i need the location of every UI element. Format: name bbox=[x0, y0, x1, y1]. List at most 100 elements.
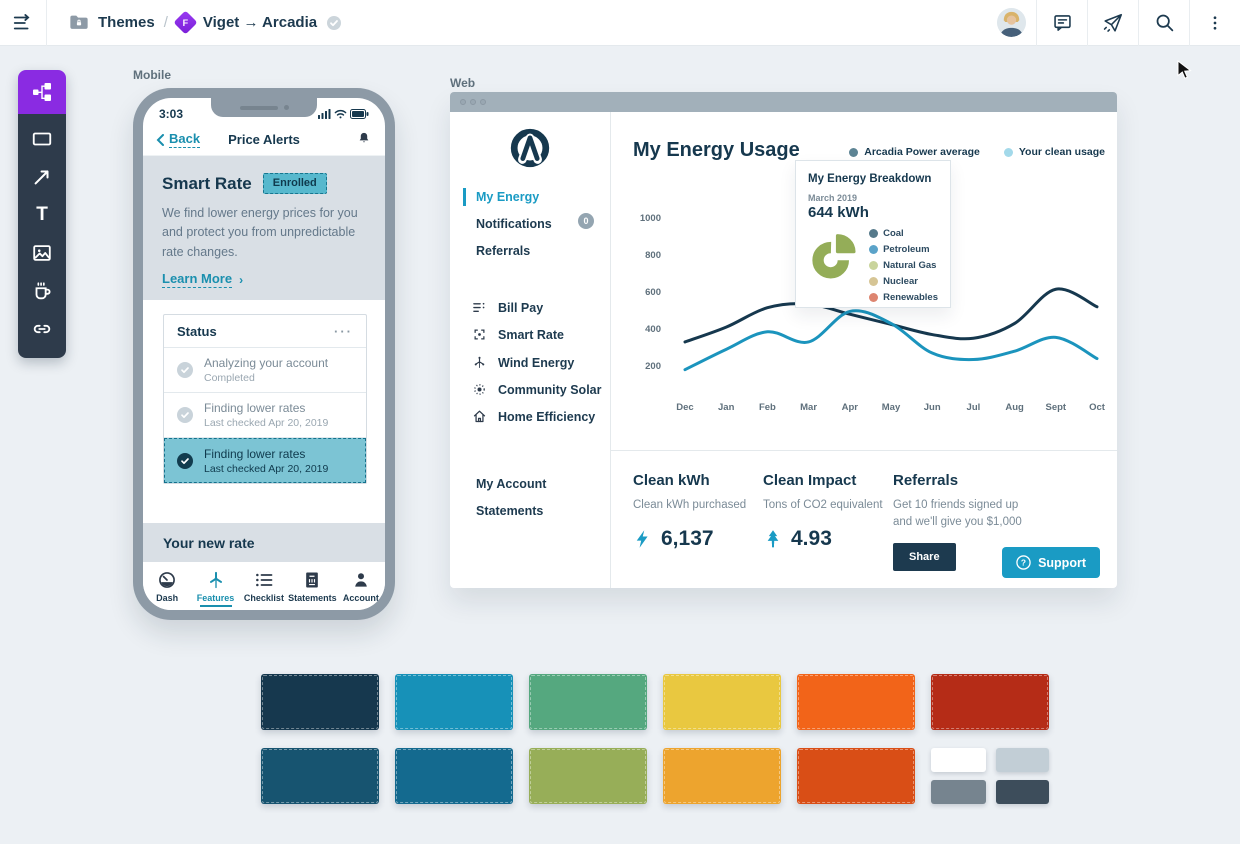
legend-dot bbox=[869, 229, 879, 238]
svg-text:200: 200 bbox=[645, 361, 661, 372]
stat-value: 6,137 bbox=[661, 527, 714, 551]
statement-doc-icon bbox=[306, 572, 319, 587]
share-button[interactable]: Share bbox=[893, 542, 956, 571]
node-connect-icon bbox=[33, 83, 51, 101]
tab-features[interactable]: Features bbox=[191, 562, 239, 610]
new-rate-label: Your new rate bbox=[163, 534, 255, 551]
color-swatch[interactable] bbox=[395, 748, 513, 804]
color-swatch[interactable] bbox=[797, 748, 915, 804]
breadcrumb-themes-link[interactable]: Themes bbox=[98, 14, 155, 31]
tab-account[interactable]: Account bbox=[337, 562, 385, 610]
enrolled-badge[interactable]: Enrolled bbox=[262, 173, 327, 194]
color-swatch[interactable] bbox=[529, 748, 647, 804]
color-swatch[interactable] bbox=[797, 674, 915, 730]
sidebar-item-notifications[interactable]: Notifications bbox=[476, 217, 552, 231]
share-send-button[interactable] bbox=[1088, 0, 1138, 46]
arrow-tool[interactable] bbox=[18, 158, 66, 196]
support-button[interactable]: ? Support bbox=[1002, 547, 1100, 578]
mobile-tabbar: Dash Features Checklist Statements bbox=[143, 562, 385, 610]
color-swatch[interactable] bbox=[395, 674, 513, 730]
search-button[interactable] bbox=[1139, 0, 1189, 46]
tab-statements[interactable]: Statements bbox=[288, 562, 337, 610]
stat-clean-kwh: Clean kWh Clean kWh purchased 6,137 bbox=[633, 451, 746, 551]
stat-value: 4.93 bbox=[791, 527, 832, 551]
notifications-badge: 0 bbox=[578, 213, 594, 229]
color-swatch[interactable] bbox=[663, 674, 781, 730]
arcadia-logo bbox=[507, 125, 553, 176]
rectangle-tool[interactable] bbox=[18, 120, 66, 158]
sidebar-item-community-solar[interactable]: Community Solar bbox=[498, 383, 602, 397]
avatar-button[interactable] bbox=[986, 0, 1036, 46]
breakdown-legend-item: Petroleum bbox=[869, 244, 938, 255]
comments-button[interactable] bbox=[1037, 0, 1087, 46]
color-swatch[interactable] bbox=[261, 674, 379, 730]
divider bbox=[46, 0, 47, 46]
back-button[interactable]: Back bbox=[156, 131, 201, 148]
color-swatch[interactable] bbox=[996, 780, 1049, 804]
status-item-subtitle: Last checked Apr 20, 2019 bbox=[204, 462, 329, 475]
status-card-title: Status bbox=[177, 323, 217, 339]
web-mockup[interactable]: My Energy Notifications 0 Referrals Bill… bbox=[450, 92, 1117, 588]
energy-usage-line-chart[interactable]: 200 400 600 800 1000 Dec Jan Feb Mar Apr May Jun Jul… bbox=[621, 208, 1117, 428]
bolt-icon bbox=[636, 530, 648, 548]
breadcrumb-project-name[interactable]: Viget → Arcadia bbox=[202, 14, 318, 31]
more-menu-button[interactable] bbox=[1190, 0, 1240, 46]
color-swatch[interactable] bbox=[663, 748, 781, 804]
smart-rate-icon bbox=[474, 329, 485, 340]
active-tool-node[interactable] bbox=[18, 70, 66, 114]
sidebar-item-home-efficiency[interactable]: Home Efficiency bbox=[498, 410, 596, 424]
divider bbox=[1189, 0, 1190, 46]
sidebar-item-my-energy[interactable]: My Energy bbox=[476, 190, 540, 204]
battery-icon bbox=[350, 109, 369, 119]
color-swatch[interactable] bbox=[931, 780, 986, 804]
question-circle-icon: ? bbox=[1016, 555, 1031, 570]
sidebar-item-referrals[interactable]: Referrals bbox=[476, 244, 531, 258]
menu-arrow-icon bbox=[13, 13, 30, 29]
color-swatch[interactable] bbox=[931, 674, 1049, 730]
person-icon bbox=[354, 572, 367, 587]
status-card-menu-button[interactable]: ··· bbox=[334, 323, 353, 339]
sidebar-item-statements[interactable]: Statements bbox=[476, 504, 544, 518]
smart-rate-section[interactable]: Smart Rate Enrolled We find lower energy… bbox=[143, 156, 385, 300]
bell-icon bbox=[359, 132, 369, 142]
camera-dot bbox=[283, 105, 289, 110]
web-artboard-label[interactable]: Web bbox=[450, 76, 476, 90]
image-tool[interactable] bbox=[18, 234, 66, 272]
color-swatch[interactable] bbox=[261, 748, 379, 804]
page-title: My Energy Usage bbox=[633, 139, 800, 161]
web-main: My Energy Usage Arcadia Power average Yo… bbox=[611, 112, 1117, 588]
check-circle-icon bbox=[177, 407, 193, 423]
tab-label: Statements bbox=[288, 592, 337, 603]
learn-more-link[interactable]: Learn More › bbox=[162, 271, 243, 289]
smart-rate-title: Smart Rate bbox=[162, 173, 252, 193]
color-swatch[interactable] bbox=[996, 748, 1049, 772]
mobile-mockup[interactable]: 3:03 Back Price Alerts bbox=[133, 88, 395, 620]
tab-checklist[interactable]: Checklist bbox=[240, 562, 288, 610]
sidebar-item-wind-energy[interactable]: Wind Energy bbox=[498, 356, 575, 370]
link-tool[interactable] bbox=[18, 310, 66, 348]
design-canvas[interactable]: T Mobile 3:03 bbox=[0, 46, 1240, 844]
text-tool[interactable]: T bbox=[18, 196, 66, 234]
tab-dash[interactable]: Dash bbox=[143, 562, 191, 610]
support-label: Support bbox=[1038, 555, 1086, 570]
sidebar-item-smart-rate[interactable]: Smart Rate bbox=[498, 328, 564, 342]
svg-text:May: May bbox=[882, 402, 901, 413]
color-swatch[interactable] bbox=[529, 674, 647, 730]
coffee-tool[interactable] bbox=[18, 272, 66, 310]
status-item-title: Finding lower rates bbox=[204, 446, 306, 461]
stats-section: Clean kWh Clean kWh purchased 6,137 Clea… bbox=[611, 450, 1117, 588]
browser-dot bbox=[460, 99, 466, 105]
status-time: 3:03 bbox=[159, 107, 184, 121]
sidebar-item-my-account[interactable]: My Account bbox=[476, 477, 547, 491]
status-item[interactable]: Finding lower rates Last checked Apr 20, … bbox=[164, 393, 366, 438]
status-item-selected[interactable]: Finding lower rates Last checked Apr 20, … bbox=[164, 438, 366, 483]
sidebar-toggle-button[interactable] bbox=[0, 0, 46, 46]
alerts-bell-button[interactable] bbox=[356, 130, 372, 150]
mobile-artboard-label[interactable]: Mobile bbox=[133, 68, 171, 82]
coffee-cup-icon bbox=[35, 282, 51, 300]
color-swatch[interactable] bbox=[931, 748, 986, 772]
sidebar-item-bill-pay[interactable]: Bill Pay bbox=[498, 301, 544, 315]
status-item[interactable]: Analyzing your account Completed bbox=[164, 348, 366, 393]
tab-label: Features bbox=[196, 592, 235, 603]
